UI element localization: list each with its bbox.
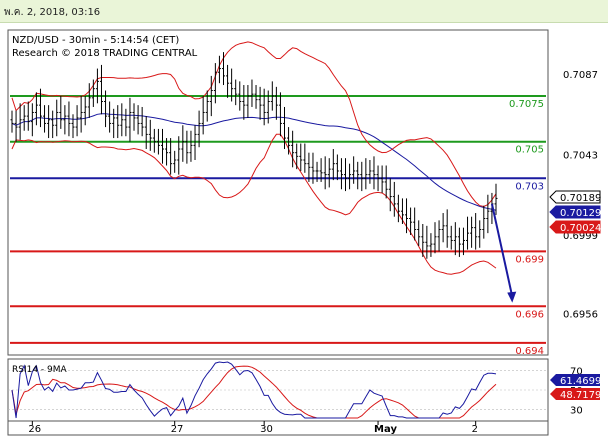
x-tick-label: 27 bbox=[171, 424, 184, 435]
rsi-value-tag bbox=[550, 388, 600, 400]
rsi-label: RSI14 - 9MA bbox=[12, 365, 68, 375]
price-tag-value: 0.70189 bbox=[560, 193, 601, 204]
y-tick-label: 0.6956 bbox=[563, 310, 598, 321]
x-tick-label: 30 bbox=[260, 424, 273, 435]
x-tick-label: 26 bbox=[28, 424, 41, 435]
price-tag-box bbox=[549, 190, 601, 204]
lower-band-line bbox=[11, 133, 497, 275]
level-label: 0.696 bbox=[515, 309, 544, 320]
rsi-value-text: 61.4699 bbox=[560, 376, 601, 387]
chart-title: NZD/USD - 30min - 5:14:54 (CET) bbox=[12, 35, 179, 46]
upper-band-line bbox=[11, 41, 497, 208]
rsi-ma-line bbox=[11, 365, 497, 419]
price-tag-value: 0.70129 bbox=[560, 208, 601, 219]
top-status-bar: พ.ค. 2, 2018, 03:16 bbox=[0, 0, 608, 23]
rsi-tick-label: 70 bbox=[570, 367, 583, 378]
level-label: 0.694 bbox=[515, 346, 544, 357]
level-label: 0.699 bbox=[515, 254, 544, 265]
time-axis: 26 27 30 May 2 bbox=[28, 421, 478, 435]
y-tick-label: 0.6999 bbox=[563, 231, 598, 242]
candlesticks bbox=[10, 52, 498, 259]
rsi-value-tag bbox=[550, 374, 600, 386]
timestamp: พ.ค. 2, 2018, 03:16 bbox=[4, 7, 101, 18]
bollinger-bands bbox=[11, 41, 497, 275]
moving-average-line bbox=[11, 113, 497, 211]
price-tag-box bbox=[549, 220, 601, 234]
rsi-value-text: 48.7179 bbox=[560, 390, 601, 401]
price-tags: 0.70189 0.70129 0.70024 bbox=[549, 190, 601, 234]
chart-subtitle: Research © 2018 TRADING CENTRAL bbox=[12, 48, 198, 59]
level-label: 0.7075 bbox=[509, 99, 544, 110]
price-tag-box bbox=[549, 205, 601, 219]
y-tick-label: 0.7087 bbox=[563, 70, 598, 81]
rsi-tick-label: 30 bbox=[570, 405, 583, 416]
rsi-line bbox=[11, 361, 497, 419]
x-tick-label: 2 bbox=[472, 424, 478, 435]
support-resistance-levels: 0.7075 0.705 0.703 0.699 0.696 0.694 bbox=[10, 95, 546, 357]
x-axis-strip bbox=[7, 420, 549, 436]
price-axis: 0.7087 0.7043 0.6999 0.6956 bbox=[563, 70, 598, 321]
x-tick-label: May bbox=[374, 424, 397, 435]
level-label: 0.703 bbox=[515, 181, 544, 192]
arrow-head bbox=[507, 291, 517, 303]
price-tag-value: 0.70024 bbox=[560, 223, 601, 234]
main-plot-frame bbox=[7, 29, 549, 356]
y-tick-label: 0.7043 bbox=[563, 151, 598, 162]
arrow-shaft bbox=[490, 203, 514, 297]
forecast-arrow bbox=[490, 203, 517, 303]
level-label: 0.705 bbox=[515, 145, 544, 156]
